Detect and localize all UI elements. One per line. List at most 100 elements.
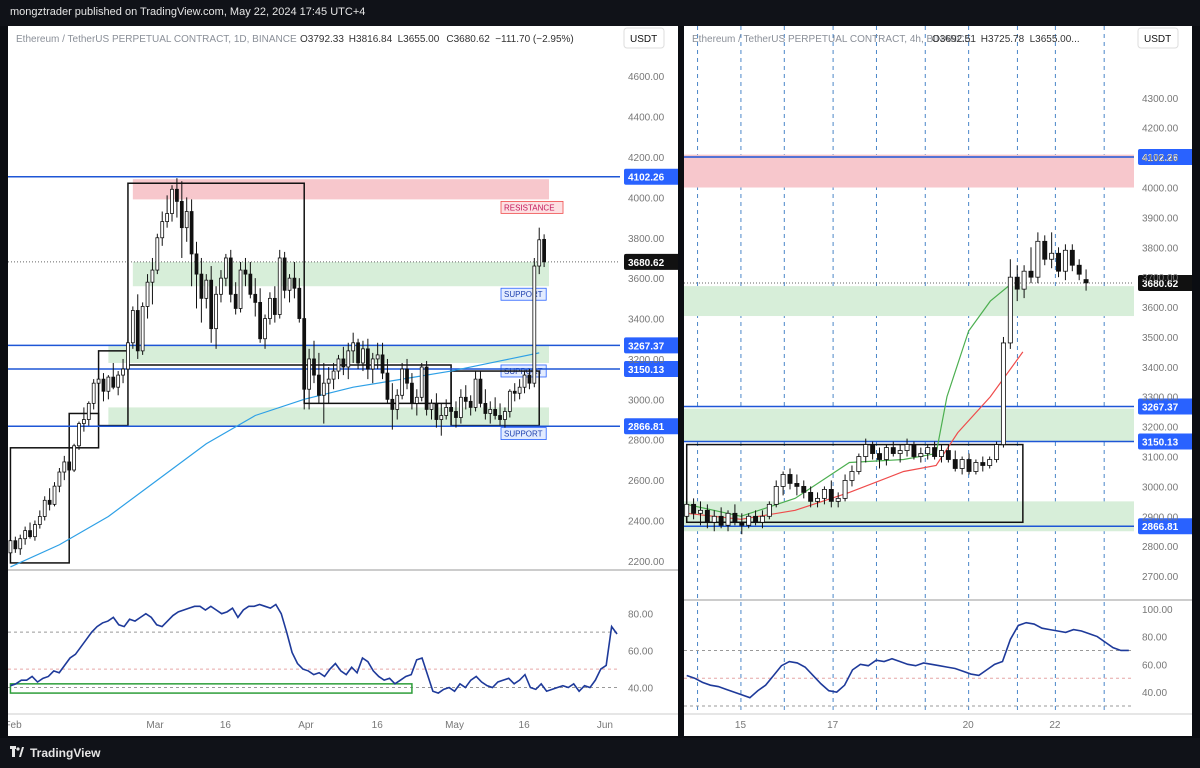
candle-body	[268, 297, 272, 319]
ohlc-low: L3655.00...	[1030, 34, 1080, 45]
candle-body	[488, 409, 493, 414]
zone-rect	[108, 344, 550, 363]
y-tick-label: 2900.00	[1142, 512, 1179, 523]
candle-body	[966, 459, 972, 472]
candle-body	[522, 374, 527, 388]
candle-body	[370, 358, 375, 370]
candle-body	[870, 444, 876, 454]
y-tick-label: 4200.00	[1142, 124, 1179, 135]
candle-body	[532, 265, 537, 384]
candle-body	[801, 486, 807, 493]
candle-body	[1035, 240, 1041, 278]
candle-body	[691, 503, 697, 514]
candle-body	[82, 419, 86, 424]
y-tick-label: 4300.00	[1142, 94, 1179, 105]
ohlc-open: O3692.51	[932, 34, 976, 45]
zone-label-box	[500, 427, 547, 440]
candle-body	[1021, 270, 1027, 290]
candle-body	[57, 471, 62, 487]
candle-body	[175, 188, 179, 202]
y-tick-label: 4100.00	[1142, 154, 1179, 165]
level-badge	[1138, 518, 1192, 535]
candle-body	[773, 486, 779, 505]
level-badge	[624, 168, 678, 185]
candle-body	[684, 503, 690, 517]
ohlc-low: L3655.00	[398, 34, 440, 45]
candle-body	[62, 461, 67, 473]
candle-body	[204, 279, 209, 299]
candle-body	[753, 515, 759, 523]
candle-body	[321, 382, 326, 396]
candle-body	[135, 310, 140, 352]
y-tick-label: 2400.00	[628, 517, 665, 528]
publish-text: mongztrader published on TradingView.com…	[10, 6, 366, 18]
candle-body	[101, 378, 106, 392]
ohlc-high: H3725.78	[981, 34, 1025, 45]
candle-body	[1028, 270, 1034, 278]
candle-body	[243, 269, 248, 275]
candle-body	[272, 297, 277, 315]
candle-body	[1042, 240, 1048, 260]
rsi-tick-label: 100.00	[1142, 605, 1173, 616]
candle-body	[297, 287, 302, 319]
daily-chart-svg[interactable]: RESISTANCESUPPORTSUPPORTSUPPORT4102.2636…	[8, 26, 678, 736]
candle-body	[18, 538, 23, 550]
four-hour-chart-svg[interactable]: 4102.26 3680.62 3267.37 3150.13 2866.81 Ether…	[684, 26, 1192, 736]
candle-body	[351, 342, 356, 352]
candle-body	[890, 447, 896, 454]
candle-body	[1007, 276, 1013, 344]
level-label: 4102.26	[628, 173, 665, 184]
candle-body	[434, 402, 439, 420]
candle-body	[258, 301, 263, 340]
candle-body	[116, 374, 121, 388]
y-tick-label: 3400.00	[1142, 363, 1179, 374]
candle-body	[918, 453, 924, 457]
candle-body	[13, 540, 18, 550]
candle-body	[945, 450, 951, 460]
candle-body	[828, 489, 834, 502]
y-tick-label: 4000.00	[628, 193, 665, 204]
y-tick-label: 4600.00	[628, 72, 665, 83]
y-tick-label: 2200.00	[628, 557, 665, 568]
ohlc-high: H3816.84	[349, 34, 393, 45]
candle-body	[911, 444, 917, 457]
candle-body	[130, 310, 135, 344]
candle-body	[1076, 264, 1082, 275]
candle-body	[96, 378, 101, 384]
level-badge	[1138, 148, 1192, 165]
candle-body	[449, 407, 453, 412]
candle-body	[165, 213, 169, 223]
level-badge	[624, 418, 678, 435]
candle-body	[459, 396, 463, 418]
x-tick-label: 16	[519, 720, 531, 731]
y-tick-label: 2800.00	[1142, 542, 1179, 553]
daily-chart-panel[interactable]: RESISTANCE SUPPORT SUPPORT SUPPORT 4102.26 36…	[8, 26, 678, 736]
currency-label: USDT	[630, 34, 657, 45]
candle-body	[331, 370, 336, 380]
level-label: 3680.62	[628, 258, 665, 269]
y-tick-label: 3700.00	[1142, 273, 1179, 284]
moving-average-line	[10, 352, 540, 568]
candle-body	[849, 471, 855, 481]
candle-body	[253, 293, 258, 303]
level-label: 3267.37	[1142, 403, 1179, 414]
candle-body	[439, 415, 444, 420]
candle-body	[429, 402, 434, 410]
candle-body	[380, 354, 385, 374]
candle-body	[248, 273, 253, 295]
four-hour-chart-panel[interactable]: 4102.26 3680.62 3267.37 3150.13 2866.81 Ether…	[684, 26, 1192, 736]
candle-body	[336, 358, 341, 372]
candle-body	[959, 459, 965, 469]
ohlc-close: C3680.62	[446, 34, 490, 45]
candle-body	[121, 368, 125, 376]
candle-body	[145, 281, 150, 307]
fast-moving-average-line	[686, 282, 1013, 517]
candle-body	[980, 462, 986, 466]
candle-body	[537, 239, 542, 267]
candle-body	[72, 445, 76, 471]
candle-body	[317, 374, 321, 396]
candle-body	[419, 366, 424, 398]
candle-body	[794, 483, 800, 487]
candle-body	[160, 221, 165, 239]
x-tick-label: Feb	[8, 720, 22, 731]
